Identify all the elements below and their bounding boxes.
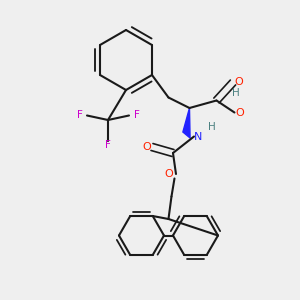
Text: O: O xyxy=(164,169,173,179)
Text: O: O xyxy=(236,107,244,118)
Text: H: H xyxy=(232,88,240,98)
Text: F: F xyxy=(134,110,140,121)
Text: O: O xyxy=(234,77,243,88)
Polygon shape xyxy=(183,108,190,138)
Text: N: N xyxy=(194,131,203,142)
Text: O: O xyxy=(142,142,151,152)
Text: F: F xyxy=(76,110,82,121)
Text: F: F xyxy=(105,140,111,151)
Text: H: H xyxy=(208,122,216,133)
